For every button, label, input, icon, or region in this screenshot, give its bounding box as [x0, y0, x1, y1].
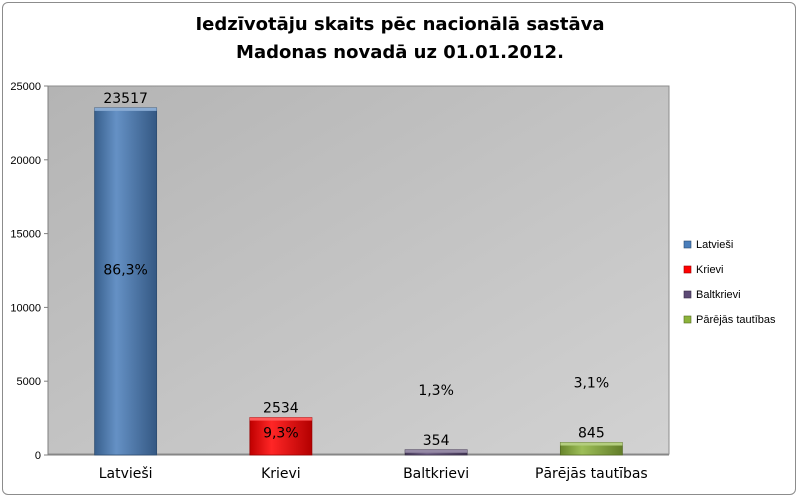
percent-label: 3,1% — [574, 376, 610, 392]
bar-1 — [249, 417, 313, 456]
legend-swatch — [683, 315, 692, 324]
x-tick-label: Baltkrievi — [403, 466, 469, 482]
percent-label: 9,3% — [263, 426, 299, 442]
legend — [679, 230, 787, 330]
y-tick-label: 0 — [35, 450, 41, 462]
bar-top-0 — [94, 107, 157, 111]
legend-label: Krievi — [696, 264, 724, 276]
x-tick-label: Pārējās tautības — [535, 466, 648, 482]
legend-items: Latvieši Krievi Baltkrievi Pārējās tautības — [683, 239, 776, 326]
chart-title-line-2: Madonas novadā uz 01.01.2012. — [236, 42, 564, 63]
bar-0 — [94, 107, 158, 456]
legend-label: Pārējās tautības — [696, 314, 776, 326]
x-tick-label: Krievi — [261, 466, 301, 482]
category-labels: Latvieši Krievi Baltkrievi Pārējās tautības — [99, 466, 648, 482]
bars — [94, 107, 623, 456]
legend-swatch — [683, 290, 692, 299]
value-label: 845 — [578, 426, 605, 442]
legend-swatch — [683, 240, 692, 249]
y-tick-label: 10000 — [10, 302, 41, 314]
bar-top-1 — [249, 417, 312, 421]
percent-label: 1,3% — [418, 383, 454, 399]
y-axis-ticks: 0 5000 10000 15000 20000 25000 — [10, 81, 48, 462]
value-label: 2534 — [263, 401, 299, 417]
legend-label: Latvieši — [696, 239, 733, 251]
y-tick-label: 5000 — [17, 376, 41, 388]
x-tick-label: Latvieši — [99, 466, 153, 482]
chart-title-line-1: Iedzīvotāju skaits pēc nacionālā sastāva — [195, 14, 605, 35]
data-labels: 23517 86,3% 2534 9,3% 354 1,3% 845 3,1% — [103, 91, 609, 449]
bar-top-3 — [560, 442, 623, 446]
y-tick-label: 25000 — [10, 81, 41, 93]
value-label: 23517 — [103, 91, 148, 107]
y-tick-label: 15000 — [10, 229, 41, 241]
percent-label: 86,3% — [103, 263, 147, 279]
bar-top-2 — [405, 449, 468, 453]
legend-label: Baltkrievi — [696, 289, 741, 301]
y-tick-label: 20000 — [10, 155, 41, 167]
legend-swatch — [683, 265, 692, 274]
value-label: 354 — [423, 433, 450, 449]
